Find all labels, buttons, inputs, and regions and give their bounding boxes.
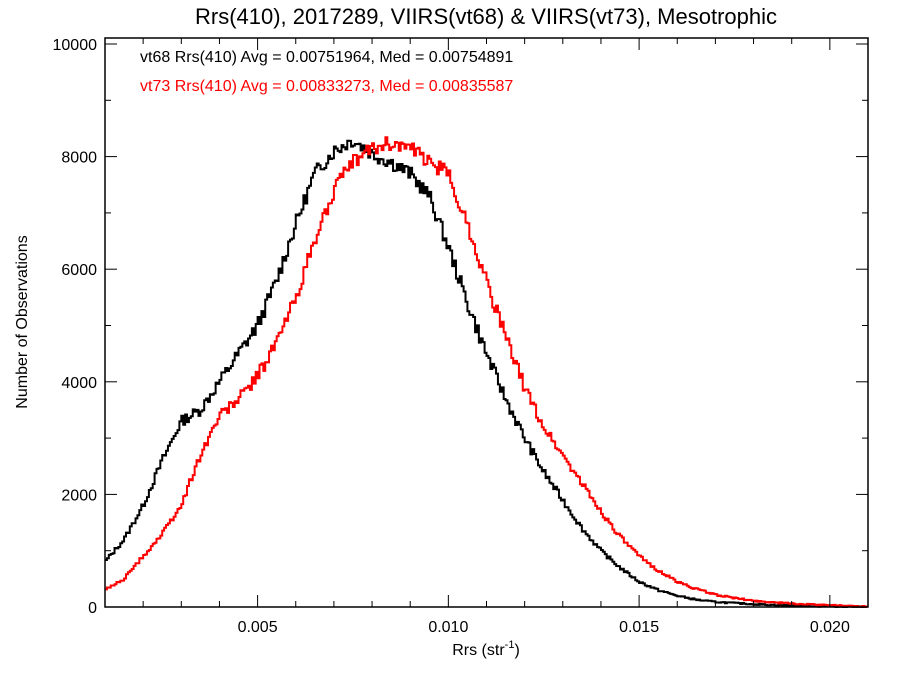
y-tick-label: 4000 [61,375,97,392]
series-vt73-line [105,136,868,608]
axis-layer: 0.005 0.010 0.015 0.020 0 2000 4000 6000 8000 100… [53,37,868,636]
x-tick-label: 0.020 [810,619,850,636]
plot-area: 0.005 0.010 0.015 0.020 0 2000 4000 6000 8000 100… [53,37,869,636]
y-tick-label: 10000 [53,37,98,54]
series-layer [105,136,868,608]
y-tick-label: 2000 [61,487,97,504]
x-tick-label: 0.015 [619,619,659,636]
plot-frame [104,37,869,608]
y-tick-label: 6000 [61,262,97,279]
y-tick-label: 0 [88,600,97,617]
series-vt68-line [105,139,868,608]
x-tick-label: 0.005 [238,619,278,636]
annotation-vt73: vt73 Rrs(410) Avg = 0.00833273, Med = 0.… [140,78,513,95]
y-tick-label: 8000 [61,150,97,167]
y-axis-label: Number of Observations [14,235,31,408]
chart-title: Rrs(410), 2017289, VIIRS(vt68) & VIIRS(v… [195,4,777,29]
x-axis-label-sup: -1 [505,639,515,651]
annotation-vt68: vt68 Rrs(410) Avg = 0.00751964, Med = 0.… [140,49,513,66]
x-axis-label-close: ) [514,642,519,659]
x-tick-label: 0.010 [428,619,468,636]
x-axis-label-main: Rrs (str [452,642,505,659]
x-axis-label: Rrs (str-1) [452,639,520,659]
